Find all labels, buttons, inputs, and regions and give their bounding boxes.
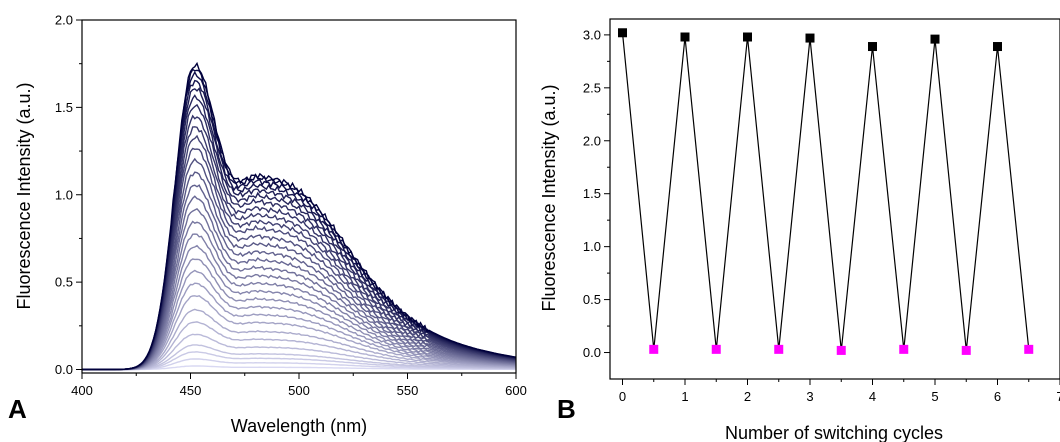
a-x-tick-label: 450 (180, 383, 202, 398)
b-x-tick-label: 5 (931, 389, 938, 404)
a-spectrum-curve (82, 351, 516, 371)
panel-a: 400 450 500 550 600 0.0 0.5 1.0 1.5 2.0 Waveleng… (8, 13, 527, 437)
a-plot-frame (81, 19, 517, 374)
b-x-tick-label: 6 (994, 389, 1001, 404)
a-spectrum-curve (82, 344, 516, 371)
a-spectrum-curve (82, 103, 517, 371)
b-on-state-point (743, 32, 752, 42)
a-y-tick-label: 0.5 (55, 275, 73, 290)
a-spectrum-curve (82, 147, 517, 371)
b-on-state-point (868, 42, 877, 52)
a-spectrum-curve (82, 157, 517, 371)
b-x-tick-label: 2 (744, 389, 751, 404)
a-spectrum-curve (82, 333, 517, 371)
a-x-tick-label: 500 (288, 383, 310, 398)
a-spectrum-curve (82, 68, 517, 371)
b-x-tick-label: 7 (1056, 389, 1060, 404)
a-x-axis-label: Wavelength (nm) (231, 416, 367, 436)
a-spectrum-curve (82, 61, 517, 371)
b-off-state-point (711, 344, 721, 354)
b-y-tick-label: 1.5 (583, 186, 601, 201)
b-y-tick-label: 3.0 (583, 27, 601, 42)
b-off-state-point (649, 344, 659, 354)
b-y-tick-label: 1.0 (583, 239, 601, 254)
b-off-state-point (774, 344, 784, 354)
b-x-tick-label: 3 (806, 389, 813, 404)
b-on-state-point (993, 42, 1002, 52)
a-spectrum-curve (82, 87, 517, 371)
b-on-state-point (618, 28, 627, 38)
b-on-state-point (680, 32, 690, 42)
a-y-ticks: 0.0 0.5 1.0 1.5 2.0 (55, 13, 82, 377)
a-y-tick-label: 0.0 (55, 362, 73, 377)
b-x-tick-label: 4 (869, 389, 876, 404)
a-spectrum-curve (82, 321, 517, 371)
a-spectra-group (82, 61, 517, 371)
b-marks-group (618, 28, 1034, 355)
b-off-state-point (1024, 344, 1034, 354)
b-connecting-line (621, 32, 1030, 351)
a-x-tick-label: 400 (71, 383, 93, 398)
a-y-tick-label: 1.0 (55, 187, 73, 202)
b-on-state-point (930, 34, 940, 44)
b-x-axis-label: Number of switching cycles (725, 423, 943, 442)
a-spectrum-curve (82, 295, 517, 371)
a-spectrum-curve (82, 269, 517, 371)
b-on-state-point (805, 33, 815, 43)
a-y-tick-label: 1.5 (55, 100, 73, 115)
panel-b: 0 1 2 3 4 5 6 7 0.0 0.5 1.0 1.5 2.0 2.5 3.0 Number of… (539, 18, 1060, 442)
panel-letter-a: A (8, 394, 27, 424)
a-x-tick-label: 600 (505, 383, 527, 398)
a-spectrum-curve (82, 358, 516, 371)
b-off-state-point (961, 345, 971, 355)
b-off-state-point (836, 345, 846, 355)
b-y-tick-label: 2.0 (583, 133, 601, 148)
a-spectrum-curve (82, 282, 517, 371)
b-y-tick-label: 0.0 (583, 345, 601, 360)
b-plot-frame (609, 18, 1060, 380)
a-y-tick-label: 2.0 (55, 13, 73, 28)
b-x-tick-label: 1 (681, 389, 688, 404)
b-y-axis-label: Fluorescence Intensity (a.u.) (539, 84, 559, 311)
b-y-tick-label: 2.5 (583, 80, 601, 95)
b-x-tick-label: 0 (619, 389, 626, 404)
b-x-ticks: 0 1 2 3 4 5 6 7 (619, 379, 1060, 404)
b-y-ticks: 0.0 0.5 1.0 1.5 2.0 2.5 3.0 (583, 27, 610, 360)
b-off-state-point (899, 344, 909, 354)
a-x-tick-label: 550 (397, 383, 419, 398)
a-y-axis-label: Fluorescence Intensity (a.u.) (14, 82, 34, 309)
a-spectrum-curve (82, 258, 517, 371)
b-y-tick-label: 0.5 (583, 292, 601, 307)
a-spectrum-curve (82, 94, 517, 371)
panel-letter-b: B (557, 394, 576, 424)
a-x-ticks: 400 450 500 550 600 (71, 373, 527, 398)
a-spectrum-curve (82, 308, 517, 371)
a-spectrum-curve (82, 114, 517, 371)
